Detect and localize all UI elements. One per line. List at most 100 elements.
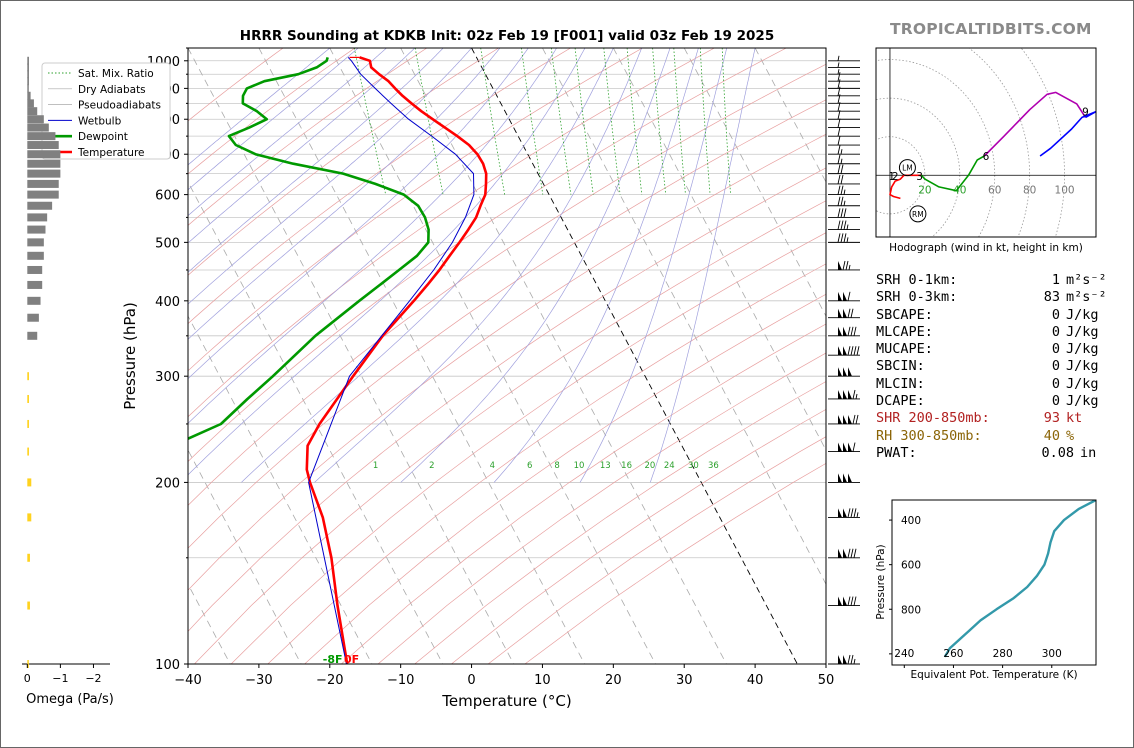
y-tick-label: 300 bbox=[155, 370, 180, 385]
stat-row: RH 300-850mb: 40% bbox=[876, 428, 1107, 445]
surface-dewpoint-label: -8F bbox=[323, 653, 343, 666]
wind-barb-flag bbox=[840, 220, 844, 230]
dry-adiabat bbox=[451, 408, 826, 664]
stat-label: SRH 0-3km: bbox=[876, 289, 958, 306]
wind-barb bbox=[828, 508, 860, 518]
omega-bar bbox=[27, 213, 48, 222]
mixing-ratio-line bbox=[652, 48, 667, 195]
theta-e-x-tick-label: 300 bbox=[1042, 648, 1062, 660]
stat-unit: J/kg bbox=[1066, 323, 1099, 340]
series-dewpoint-line bbox=[188, 56, 430, 441]
stat-label: SBCIN: bbox=[876, 358, 925, 375]
theta-e-area bbox=[943, 500, 1096, 658]
dry-adiabat bbox=[267, 263, 826, 664]
stat-value: 0.08 bbox=[1041, 444, 1074, 461]
stat-unit: J/kg bbox=[1066, 358, 1099, 375]
wind-barb-half-flag bbox=[843, 189, 846, 195]
wind-barb-flag bbox=[850, 308, 854, 318]
dry-adiabat bbox=[194, 200, 826, 664]
legend-label: Sat. Mix. Ratio bbox=[78, 68, 154, 80]
hodograph-height-label: 3 bbox=[916, 171, 923, 183]
series-wetbulb-line bbox=[308, 57, 475, 664]
y-tick-label: 500 bbox=[155, 236, 180, 251]
wind-barb-pennant bbox=[838, 548, 842, 558]
isotherm-line bbox=[542, 48, 826, 586]
dry-adiabat bbox=[341, 323, 826, 664]
dry-adiabat bbox=[188, 99, 826, 549]
wind-barb-flag bbox=[837, 233, 841, 243]
stat-unit: % bbox=[1066, 427, 1075, 444]
dry-adiabat bbox=[230, 232, 826, 664]
mixing-ratio-label: 8 bbox=[554, 461, 559, 471]
hodograph-ring-label: 20 bbox=[918, 184, 931, 196]
wind-barb-pennant bbox=[843, 596, 847, 606]
dry-adiabat bbox=[188, 48, 715, 418]
mixing-ratio-label: 36 bbox=[708, 461, 719, 471]
hodograph-trace bbox=[920, 155, 985, 192]
stat-row: DCAPE: 0 J/kg bbox=[876, 393, 1107, 410]
wind-barb-pennant bbox=[843, 291, 847, 301]
wind-barb-pennant bbox=[838, 508, 842, 518]
wind-barb-flag bbox=[837, 110, 841, 120]
wind-barb bbox=[828, 174, 860, 185]
hodograph-height-label: 2 bbox=[892, 171, 899, 183]
stat-row: SRH 0-1km: 1 m²s⁻² bbox=[876, 272, 1107, 289]
mixing-ratio-label: 4 bbox=[490, 461, 495, 471]
wind-barb-pennant bbox=[838, 346, 842, 356]
hodograph-ring-label: 100 bbox=[1055, 184, 1075, 196]
stat-row: MUCAPE: 0 J/kg bbox=[876, 341, 1107, 358]
omega-bar bbox=[27, 201, 53, 210]
wind-barb-pennant bbox=[843, 548, 847, 558]
storm-motion-marker bbox=[898, 159, 916, 177]
stat-unit: J/kg bbox=[1066, 306, 1099, 323]
wind-barb-half-flag bbox=[837, 62, 840, 68]
wind-barb-pennant bbox=[838, 442, 842, 452]
wind-barb-flag bbox=[847, 291, 851, 301]
wind-barb-pennant bbox=[843, 346, 847, 356]
wind-barb bbox=[828, 62, 860, 68]
wind-barb-flag bbox=[843, 220, 847, 230]
dry-adiabat bbox=[414, 381, 826, 664]
theta-e-y-axis-label: Pressure (hPa) bbox=[875, 544, 887, 619]
wind-barb-half-flag bbox=[843, 200, 846, 206]
wind-barb-flag bbox=[840, 196, 844, 206]
pseudoadiabat bbox=[188, 48, 387, 217]
wind-barb bbox=[828, 220, 860, 231]
wind-barb bbox=[828, 154, 860, 165]
wind-barb-flag bbox=[853, 326, 857, 336]
wind-barb bbox=[828, 55, 860, 62]
omega-bar bbox=[27, 159, 61, 168]
mixing-ratio-line bbox=[626, 48, 643, 195]
dry-adiabat bbox=[188, 133, 826, 591]
mixing-ratio-line bbox=[603, 48, 621, 195]
dry-adiabat bbox=[188, 48, 499, 276]
storm-motion-label: LM bbox=[902, 164, 913, 173]
stat-unit: in bbox=[1080, 444, 1097, 461]
stat-value: 40 bbox=[1043, 427, 1060, 444]
sounding-stats-table: SRH 0-1km: 1 m²s⁻² SRH 0-3km: 83 m²s⁻² SBCAPE:… bbox=[876, 272, 1107, 462]
omega-dgz-bar bbox=[27, 478, 32, 487]
stat-value: 0 bbox=[1051, 393, 1060, 410]
hodograph-panel: 20 40 60 80 100 12 3 6 9 LM RM Hodograph (wind in k… bbox=[875, 47, 1097, 254]
omega-panel: 0 −1 −2 Omega (Pa/s) bbox=[22, 56, 114, 707]
x-tick-label: −10 bbox=[387, 673, 414, 688]
wind-barb-flag bbox=[840, 233, 844, 243]
wind-barb-flag bbox=[847, 346, 851, 356]
stat-value: 0 bbox=[1051, 375, 1060, 392]
omega-x-tick-label: −2 bbox=[85, 672, 101, 685]
y-tick-label: 600 bbox=[155, 189, 180, 204]
wind-barb-half-flag bbox=[855, 393, 858, 400]
theta-e-x-axis-label: Equivalent Pot. Temperature (K) bbox=[910, 669, 1077, 681]
isotherm-line bbox=[188, 449, 302, 664]
wind-barb-half-flag bbox=[848, 264, 851, 271]
skew-t-axes-frame bbox=[187, 47, 827, 665]
mixing-ratio-label: 30 bbox=[688, 461, 699, 471]
wind-barb-pennant bbox=[838, 291, 842, 301]
wind-barb-pennant bbox=[838, 473, 842, 483]
stat-unit: J/kg bbox=[1066, 375, 1099, 392]
y-axis-label: Pressure (hPa) bbox=[121, 302, 139, 410]
isotherm-line bbox=[612, 48, 826, 452]
mixing-ratio-label: 16 bbox=[621, 461, 632, 471]
theta-e-y-tick-label: 800 bbox=[901, 604, 921, 616]
hodograph-height-label: 6 bbox=[983, 151, 990, 163]
